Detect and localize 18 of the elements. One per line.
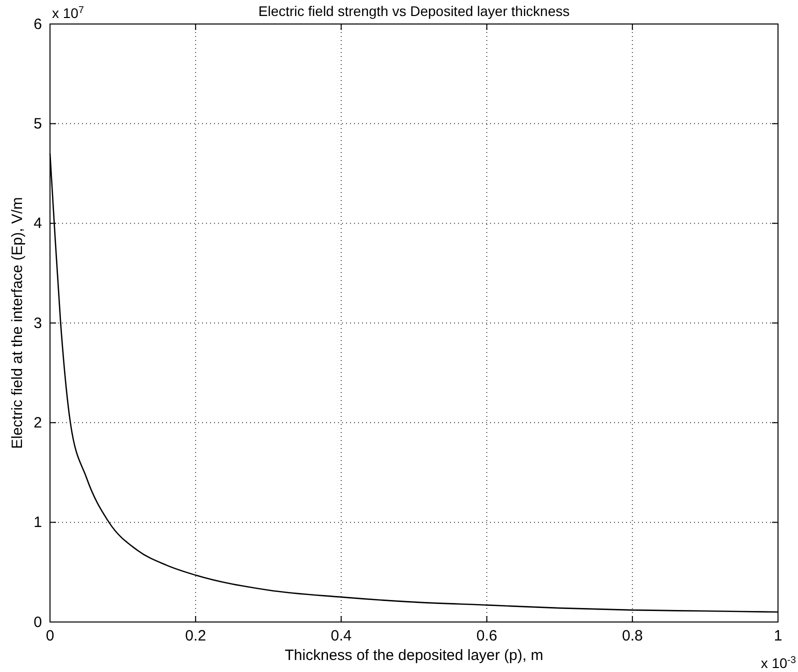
x-tick-label: 0.8	[622, 628, 643, 645]
y-tick-label: 5	[34, 115, 42, 132]
chart-title: Electric field strength vs Deposited layer thickness	[258, 3, 570, 19]
x-axis-title: Thickness of the deposited layer (p), m	[284, 647, 544, 664]
y-tick-label: 4	[34, 215, 42, 232]
y-tick-label: 2	[34, 414, 42, 432]
x-tick-label: 0.4	[330, 628, 352, 645]
x-tick-label: 0	[46, 628, 54, 645]
y-tick-label: 6	[34, 16, 42, 33]
text: x 10$^{-3}$	[760, 654, 797, 671]
x-tick-label: 1	[774, 628, 782, 645]
y-tick-label: 3	[34, 314, 42, 332]
y-tick-label: 0	[34, 614, 42, 631]
x-tick-label: 0.6	[476, 628, 498, 645]
y-tick-label: 1	[34, 514, 42, 532]
x-tick-label: 0.2	[185, 628, 206, 645]
y-axis-title: Electric field at the interface (Ep), V/m	[9, 197, 26, 449]
text: x 10$^{7}$	[52, 4, 84, 21]
